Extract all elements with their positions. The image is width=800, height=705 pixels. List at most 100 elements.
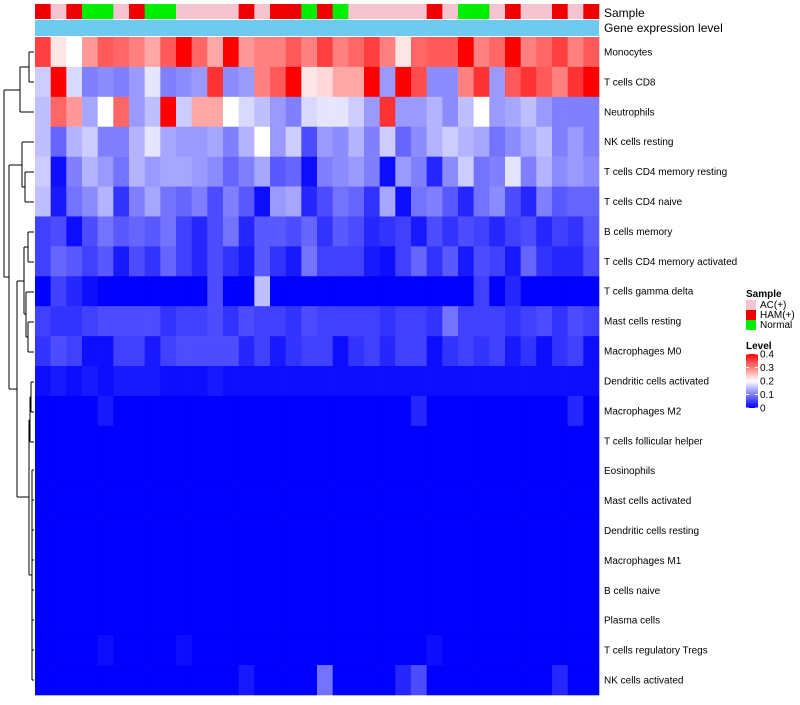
heatmap-cell	[473, 126, 490, 157]
heatmap-cell	[379, 156, 396, 187]
heatmap-cell	[223, 336, 239, 367]
heatmap-cell	[520, 455, 537, 486]
heatmap-cell	[35, 276, 51, 307]
heatmap-cell	[66, 485, 83, 516]
heatmap-cell	[332, 156, 349, 187]
heatmap-cell	[66, 336, 83, 367]
heatmap-cell	[82, 66, 98, 98]
heatmap-cell	[207, 455, 224, 486]
heatmap-cell	[426, 66, 443, 98]
heatmap-cell	[567, 545, 584, 576]
heatmap-cell	[176, 575, 192, 606]
heatmap-cell	[129, 425, 145, 457]
heatmap-cell	[411, 246, 427, 277]
heatmap-cell	[66, 66, 83, 98]
heatmap-cell	[82, 126, 98, 157]
heatmap-cell	[317, 515, 333, 546]
heatmap-cell	[379, 485, 396, 516]
heatmap-cell	[160, 306, 177, 337]
heatmap-cell	[144, 216, 161, 247]
heatmap-cell	[176, 276, 192, 307]
heatmap-cell	[254, 156, 271, 187]
heatmap-cell	[442, 276, 459, 307]
heatmap-cell	[97, 306, 114, 337]
heatmap-cell	[332, 485, 349, 516]
heatmap-cell	[317, 395, 333, 427]
heatmap-cell	[473, 575, 490, 606]
heatmap-cell	[379, 545, 396, 576]
heatmap-cell	[285, 306, 302, 337]
sample-annotation-cell	[66, 4, 83, 19]
heatmap-cell	[332, 395, 349, 427]
heatmap-cell	[223, 276, 239, 307]
heatmap-cell	[552, 395, 568, 427]
heatmap-cell	[176, 306, 192, 337]
heatmap-cell	[567, 515, 584, 546]
heatmap-cell	[317, 96, 333, 128]
heatmap-cell	[129, 515, 145, 546]
heatmap-cell	[270, 665, 286, 696]
heatmap-cell	[50, 156, 67, 187]
heatmap-cell	[473, 425, 490, 457]
heatmap-cell	[270, 455, 286, 486]
heatmap-cell	[301, 336, 318, 367]
heatmap-cell	[364, 366, 380, 397]
heatmap-cell	[473, 366, 490, 397]
heatmap-cell	[552, 425, 568, 457]
heatmap-cell	[160, 515, 177, 546]
heatmap-cell	[207, 575, 224, 606]
heatmap-cell	[395, 545, 412, 576]
heatmap-cell	[583, 485, 600, 516]
heatmap-cell	[50, 485, 67, 516]
heatmap-cell	[536, 515, 553, 546]
heatmap-cell	[395, 366, 412, 397]
row-label: T cells gamma delta	[604, 287, 694, 298]
heatmap-cell	[411, 425, 427, 457]
heatmap-cell	[301, 575, 318, 606]
heatmap-cell	[426, 635, 443, 666]
heatmap-cell	[364, 425, 380, 457]
heatmap-cell	[66, 635, 83, 666]
heatmap-cell	[426, 665, 443, 696]
heatmap-cell	[520, 336, 537, 367]
heatmap-cell	[66, 425, 83, 457]
heatmap-cell	[97, 37, 114, 68]
heatmap-cell	[520, 605, 537, 636]
heatmap-cell	[270, 635, 286, 666]
heatmap-cell	[364, 96, 380, 128]
sample-annotation-cell	[254, 4, 271, 19]
heatmap-cell	[270, 126, 286, 157]
heatmap-cell	[536, 366, 553, 397]
heatmap-cell	[364, 515, 380, 546]
heatmap-cell	[567, 276, 584, 307]
heatmap-cell	[191, 186, 208, 217]
heatmap-cell	[411, 216, 427, 247]
heatmap-cell	[332, 605, 349, 636]
heatmap-cell	[458, 575, 474, 606]
heatmap-cell	[285, 246, 302, 277]
row-label: Macrophages M1	[604, 556, 682, 567]
heatmap-cell	[50, 216, 67, 247]
heatmap-cell	[176, 246, 192, 277]
heatmap-cell	[317, 156, 333, 187]
sample-legend-swatch	[746, 300, 756, 310]
heatmap-cell	[129, 545, 145, 576]
heatmap-cell	[583, 575, 600, 606]
heatmap-cell	[567, 216, 584, 247]
heatmap-cell	[129, 455, 145, 486]
heatmap-cell	[442, 635, 459, 666]
heatmap-cell	[129, 276, 145, 307]
heatmap-cell	[379, 66, 396, 98]
heatmap-cell	[473, 485, 490, 516]
heatmap-cell	[66, 126, 83, 157]
heatmap-cell	[583, 605, 600, 636]
heatmap-cell	[364, 276, 380, 307]
heatmap-cell	[536, 246, 553, 277]
heatmap-cell	[583, 37, 600, 68]
heatmap-cell	[552, 366, 568, 397]
heatmap-cell	[144, 395, 161, 427]
heatmap-cell	[207, 66, 224, 98]
heatmap-cell	[223, 395, 239, 427]
heatmap-cell	[207, 37, 224, 68]
heatmap-cell	[552, 665, 568, 696]
